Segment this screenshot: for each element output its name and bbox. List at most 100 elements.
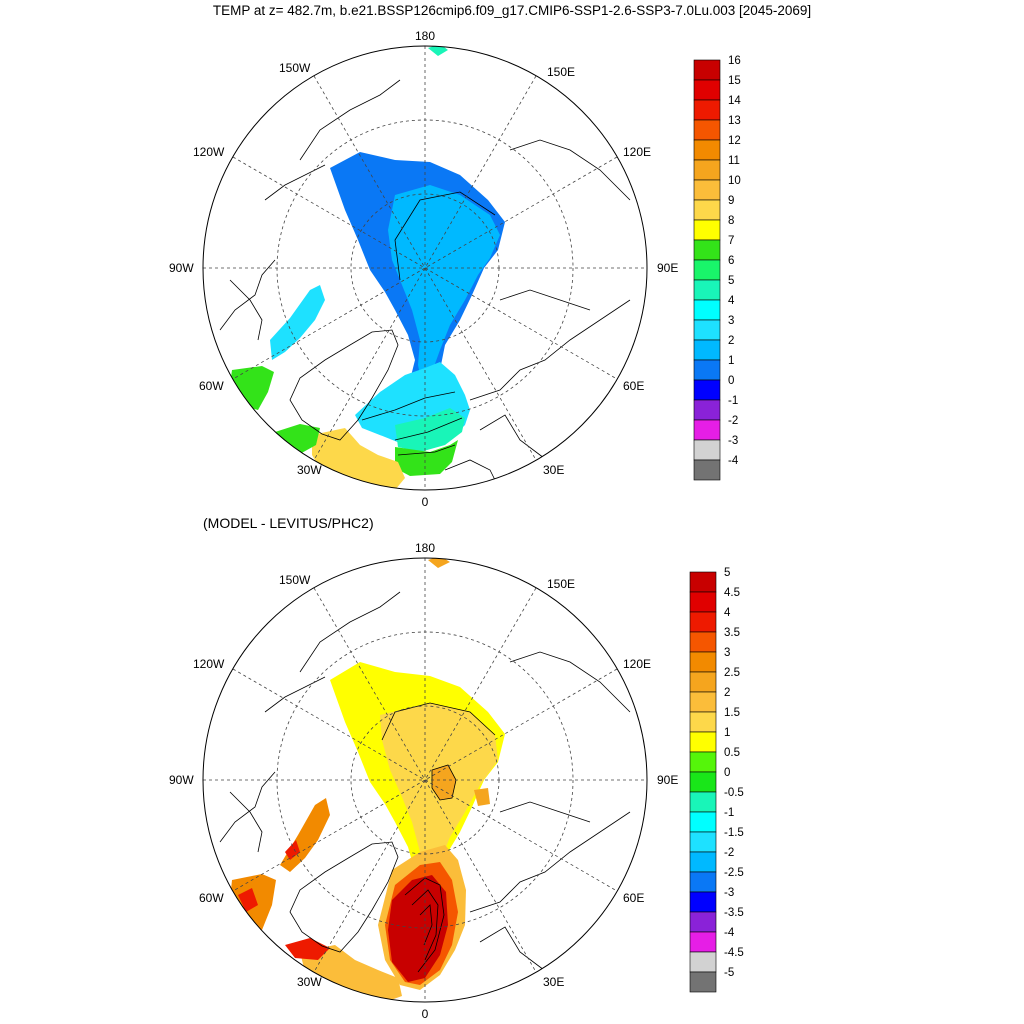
colorbar-swatch (689, 811, 717, 833)
lon-label: 90E (657, 773, 678, 787)
colorbar-tick-label: 1 (728, 355, 734, 367)
colorbar-tick-label: 7 (728, 235, 734, 247)
colorbar-swatch (689, 871, 717, 893)
top-field-barents (395, 408, 465, 452)
colorbar-tick-label: 4 (728, 295, 735, 307)
bottom-contour-2-5 (431, 764, 457, 801)
colorbar-swatch (693, 399, 721, 421)
lon-label: 150E (547, 65, 575, 79)
lon-label: 120E (623, 145, 651, 159)
colorbar-swatch (693, 359, 721, 381)
colorbar-tick-label: 1.5 (724, 707, 740, 719)
colorbar-tick-label: 13 (728, 115, 741, 127)
colorbar-tick-label: 8 (728, 215, 734, 227)
colorbar-swatch (689, 631, 717, 653)
colorbar-tick-label: 0.5 (724, 747, 740, 759)
colorbar-tick-label: 6 (728, 255, 734, 267)
top-contour-7 (397, 444, 456, 456)
colorbar-tick-label: -4 (728, 455, 739, 467)
colorbar-tick-label: 16 (728, 55, 741, 67)
colorbar-tick-label: -4.5 (724, 947, 744, 959)
top-field-labrador (230, 366, 274, 410)
colorbar-swatch (689, 671, 717, 693)
colorbar-swatch (689, 711, 717, 733)
colorbar-tick-label: -1 (728, 395, 738, 407)
colorbar-swatch (693, 199, 721, 221)
top-contour-5 (394, 417, 463, 441)
bottom-field-baffin-red (285, 840, 300, 860)
top-field-baffin (270, 285, 325, 360)
top-field-eurasian-basin (388, 185, 500, 385)
colorbar-swatch (693, 219, 721, 241)
colorbar-swatch (693, 279, 721, 301)
colorbar-swatch (693, 259, 721, 281)
lon-label: 60E (623, 379, 644, 393)
lon-label: 120W (193, 145, 225, 159)
top-contour-2 (394, 191, 496, 281)
longitude-labels: 180 150E 120E 90E 60E 30E 0 30W 60W 90W 120W 150W 18… (169, 29, 678, 1021)
colorbar-tick-label: -2 (724, 847, 734, 859)
bottom-contour-fram-3 (419, 904, 433, 946)
top-map-border (202, 45, 648, 491)
bottom-map-border (202, 557, 648, 1003)
top-map (202, 45, 648, 491)
colorbar-swatch (689, 911, 717, 933)
lon-label: 90W (169, 773, 194, 787)
colorbar-swatch (689, 731, 717, 753)
colorbar-swatch (689, 571, 717, 593)
colorbar-tick-label: -0.5 (724, 787, 744, 799)
colorbar-swatch (689, 751, 717, 773)
colorbar-tick-label: 0 (728, 375, 734, 387)
top-contour-4 (361, 391, 456, 421)
bottom-field-labrador-red (238, 888, 258, 912)
bottom-field-lomonosov (432, 765, 456, 800)
colorbar-swatch (693, 339, 721, 361)
lon-label: 180 (415, 29, 435, 43)
colorbar-tick-label: 4 (724, 607, 731, 619)
colorbar-swatch (689, 971, 717, 993)
top-field-norwegian (395, 440, 458, 476)
lon-label: 90E (657, 261, 678, 275)
colorbar-tick-label: 0 (724, 767, 730, 779)
colorbar-tick-label: 2.5 (724, 667, 740, 679)
colorbar-tick-label: 3 (724, 647, 730, 659)
colorbar-swatch (689, 831, 717, 853)
lon-label: 30E (543, 463, 564, 477)
colorbar-swatch (693, 239, 721, 261)
colorbar-swatch (689, 611, 717, 633)
colorbar-swatch (693, 319, 721, 341)
colorbar-tick-label: -3.5 (724, 907, 744, 919)
lon-label: 60E (623, 891, 644, 905)
colorbar-swatch (693, 459, 721, 481)
bottom-field-fram-core (388, 875, 448, 982)
lon-label: 90W (169, 261, 194, 275)
colorbar-swatch (689, 891, 717, 913)
bottom-graticule (203, 558, 647, 1002)
colorbar-tick-label: 3.5 (724, 627, 740, 639)
colorbar-tick-label: -3 (724, 887, 734, 899)
colorbar-tick-label: -3 (728, 435, 738, 447)
colorbar-tick-label: 9 (728, 195, 734, 207)
colorbar-swatch (693, 299, 721, 321)
bottom-map (202, 557, 648, 1003)
lon-label: 30W (297, 975, 322, 989)
colorbar-tick-label: -5 (724, 967, 734, 979)
colorbar-tick-label: 15 (728, 75, 741, 87)
colorbar-tick-label: -2.5 (724, 867, 744, 879)
colorbar-swatch (689, 651, 717, 673)
colorbar-swatch (693, 379, 721, 401)
lon-label: 30W (297, 463, 322, 477)
lon-label: 150W (279, 573, 311, 587)
bottom-contour-fram-1 (404, 877, 445, 973)
colorbar-tick-label: 3 (728, 315, 734, 327)
colorbar-tick-label: 5 (724, 567, 730, 579)
bottom-contour-2 (381, 702, 496, 741)
colorbar-tick-label: 10 (728, 175, 741, 187)
colorbar-swatch (693, 99, 721, 121)
colorbar-tick-label: -2 (728, 415, 738, 427)
colorbar-swatch (693, 419, 721, 441)
lon-label: 120W (193, 657, 225, 671)
colorbar-tick-label: 1 (724, 727, 730, 739)
colorbar-swatch (693, 79, 721, 101)
